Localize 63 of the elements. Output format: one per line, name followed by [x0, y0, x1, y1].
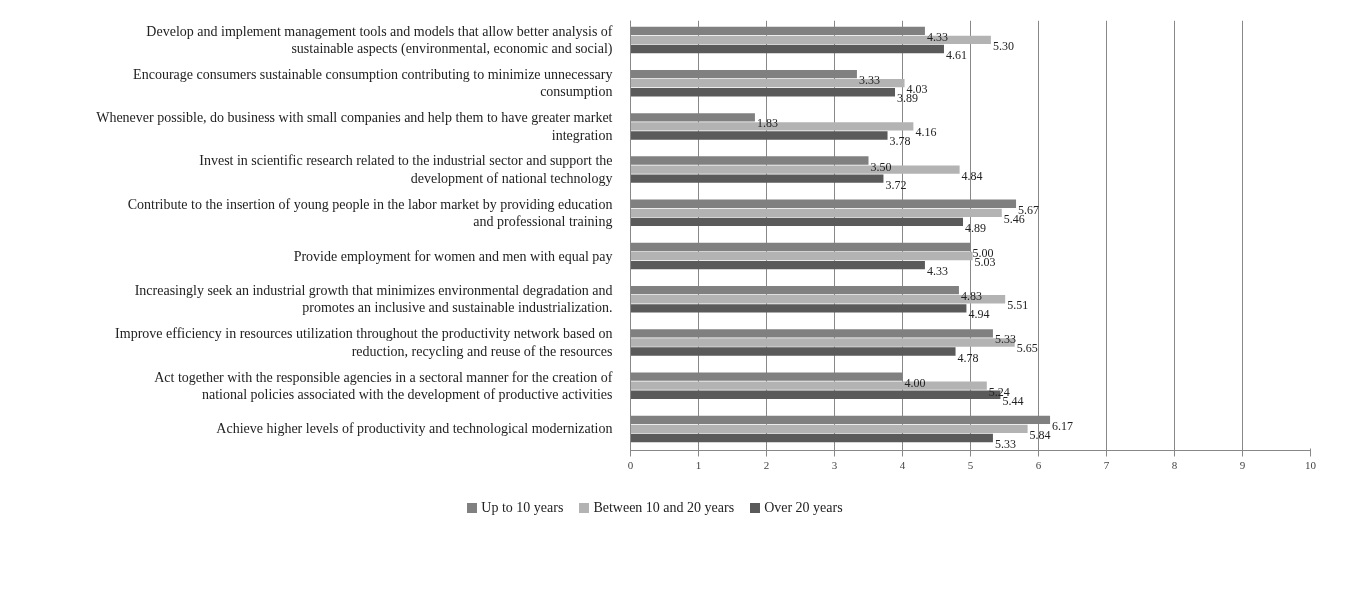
- bar: [630, 44, 944, 54]
- data-label: 4.33: [926, 29, 948, 44]
- data-label: 4.33: [926, 264, 948, 279]
- x-tick-label: 1: [695, 458, 702, 471]
- y-tick-label: Act together with the responsible agencies in a sectoral manner for the creation of national policies associated with the development of productive activities: [154, 369, 613, 402]
- bar: [630, 165, 960, 174]
- data-label: 3.50: [870, 159, 892, 174]
- data-label: 4.89: [965, 220, 987, 235]
- y-tick-label: Encourage consumers sustainable consumption contributing to minimize unnecessary consumption: [133, 67, 613, 100]
- x-tick-label: 10: [1305, 458, 1317, 471]
- data-label: 5.65: [1016, 341, 1038, 356]
- y-tick-label: Whenever possible, do business with small companies and help them to have greater market integration: [96, 110, 613, 143]
- bar: [630, 433, 993, 443]
- bar: [630, 304, 967, 313]
- bar: [630, 78, 905, 88]
- bar: [630, 260, 925, 270]
- data-label: 6.17: [1052, 418, 1074, 433]
- y-tick-label: Provide employment for women and men with equal pay: [293, 248, 613, 264]
- y-tick-label: Improve efficiency in resources utilization throughout the productivity network based on reduction, recycling and reuse of the resources: [115, 326, 613, 359]
- x-tick-label: 5: [967, 458, 974, 471]
- legend-label: Over 20 years: [764, 499, 843, 517]
- data-label: 3.78: [889, 134, 911, 149]
- x-tick-label: 9: [1239, 458, 1246, 471]
- y-tick-label: Develop and implement management tools and models that allow better analysis of sustainable aspects (environmental, economic and social): [146, 23, 613, 58]
- bar: [630, 208, 1002, 217]
- data-label: 1.83: [756, 116, 778, 131]
- bar: [630, 381, 987, 390]
- data-label: 5.51: [1007, 298, 1029, 313]
- x-tick-label: 6: [1035, 458, 1042, 471]
- y-tick-label: Contribute to the insertion of young people in the labor market by providing education and professional training: [127, 196, 613, 229]
- bar: [630, 251, 973, 261]
- data-label: 5.84: [1029, 427, 1051, 442]
- data-label: 4.78: [957, 350, 979, 365]
- y-tick-label: Achieve higher levels of productivity and technological modernization: [216, 421, 613, 437]
- bar: [630, 424, 1028, 434]
- data-label: 4.84: [961, 168, 983, 183]
- bar: [630, 217, 964, 227]
- x-tick-label: 3: [831, 458, 838, 471]
- bar: [630, 131, 888, 140]
- data-label: 5.33: [994, 332, 1016, 347]
- data-label: 3.33: [858, 73, 880, 88]
- data-label: 5.30: [992, 38, 1014, 53]
- data-label: 5.00: [972, 245, 994, 260]
- bar: [630, 88, 896, 97]
- x-tick-label: 7: [1103, 458, 1110, 471]
- legend-label: Up to 10 years: [481, 499, 564, 517]
- y-tick-label: Increasingly seek an industrial growth that minimizes environmental degradation and promotes an inclusive and sustainable industrialization.: [134, 283, 613, 316]
- x-tick-label: 2: [763, 458, 770, 471]
- bar: [630, 35, 991, 45]
- data-label: 4.83: [960, 289, 982, 304]
- data-label: 4.00: [904, 375, 926, 390]
- data-label: 4.16: [915, 125, 937, 140]
- data-label: 4.94: [968, 307, 990, 322]
- legend-label: Between 10 and 20 years: [593, 499, 735, 517]
- data-label: 4.61: [945, 48, 967, 63]
- x-tick-label: 8: [1171, 458, 1178, 471]
- bar: [630, 174, 884, 183]
- data-label: 3.72: [885, 177, 907, 192]
- x-tick-label: 4: [899, 458, 906, 471]
- y-tick-label: Invest in scientific research related to the industrial sector and support the development of national technology: [199, 153, 613, 186]
- x-tick-label: 0: [627, 458, 634, 471]
- data-label: 5.33: [994, 436, 1016, 451]
- bar: [630, 347, 956, 356]
